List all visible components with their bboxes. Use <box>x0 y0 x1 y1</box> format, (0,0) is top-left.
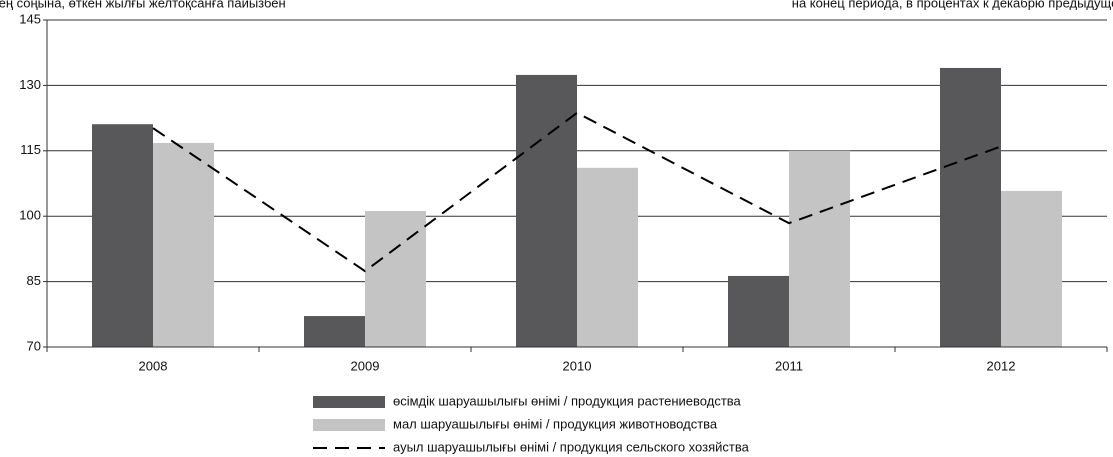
legend-swatch <box>313 396 385 408</box>
legend-label: ауыл шаруашылығы өнімі / продукция сельс… <box>393 439 750 454</box>
x-tick-label: 2012 <box>987 358 1016 373</box>
subtitle-left: кезең соңына, өткен жылғы желтоқсанға па… <box>0 0 286 10</box>
subtitle-right: на конец периода, в процентах к декабрю … <box>792 0 1113 10</box>
y-tick-label: 85 <box>27 273 41 288</box>
y-tick-label: 115 <box>20 142 41 157</box>
x-tick-label: 2009 <box>351 358 380 373</box>
legend-label: мал шаруашылығы өнімі / продукция животн… <box>393 416 718 431</box>
y-tick-label: 70 <box>27 338 41 353</box>
x-tick-label: 2010 <box>563 358 592 373</box>
legend-swatch <box>313 419 385 431</box>
bar <box>940 67 1001 348</box>
y-tick-label: 130 <box>19 77 41 92</box>
x-tick-label: 2011 <box>775 358 803 373</box>
bar <box>728 275 789 347</box>
bar <box>789 150 850 347</box>
legend-label: өсімдік шаруашылығы өнімі / продукция ра… <box>393 393 742 408</box>
bar <box>153 142 214 347</box>
y-tick-label: 100 <box>19 208 41 223</box>
y-tick-label: 145 <box>19 11 41 26</box>
bar <box>577 167 638 347</box>
bar <box>304 316 365 347</box>
bar <box>1001 190 1062 347</box>
bar <box>92 124 153 347</box>
x-tick-label: 2008 <box>139 358 168 373</box>
bar <box>516 74 577 347</box>
